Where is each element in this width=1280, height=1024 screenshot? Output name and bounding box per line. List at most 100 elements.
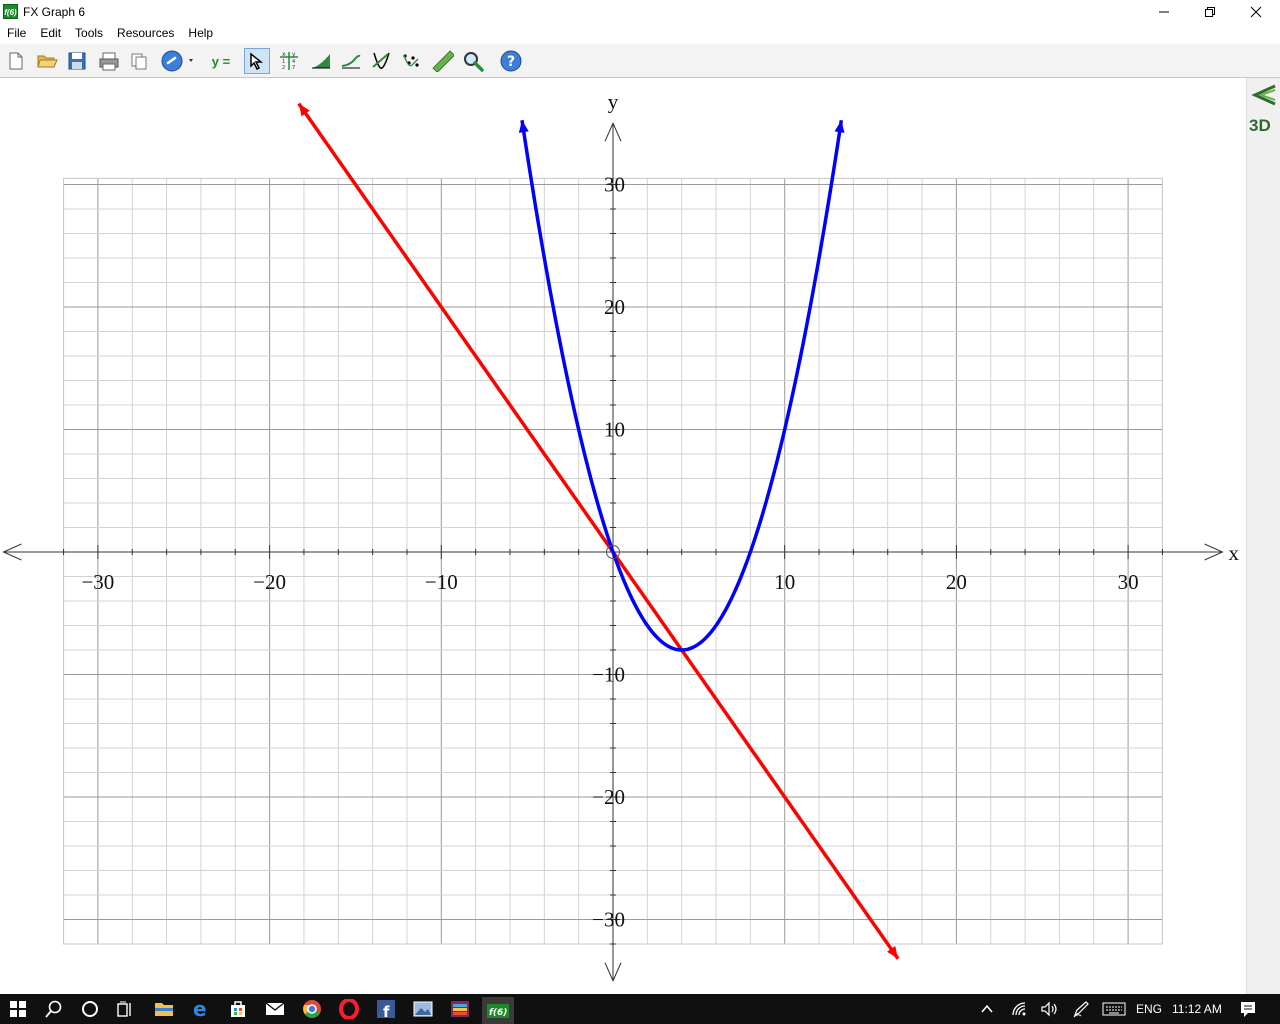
edge-button[interactable]: e — [189, 997, 213, 1021]
start-button[interactable] — [6, 997, 30, 1021]
equation-label: y = — [211, 53, 231, 69]
archive-app-button[interactable] — [448, 997, 472, 1021]
origin-marker — [606, 545, 620, 559]
new-file-button[interactable] — [3, 48, 29, 74]
search-button[interactable] — [42, 997, 66, 1021]
y-axis-label: y — [608, 89, 619, 113]
ruler-tool-button[interactable] — [430, 48, 456, 74]
pointer-tool-button[interactable] — [244, 48, 270, 74]
intersection-icon — [372, 52, 390, 69]
svg-text:e: e — [193, 999, 207, 1019]
new-file-icon — [9, 52, 23, 70]
menu-help[interactable]: Help — [188, 26, 214, 40]
red-line-series — [297, 102, 900, 960]
view-3d-button[interactable]: 3D — [1249, 116, 1271, 135]
link-icon — [161, 50, 193, 72]
blue-parabola-start-arrow — [518, 120, 529, 133]
chrome-button[interactable] — [300, 997, 324, 1021]
intersection-tool-button[interactable] — [368, 48, 394, 74]
wifi-button[interactable] — [1008, 997, 1032, 1021]
cortana-button[interactable] — [78, 997, 102, 1021]
mail-button[interactable] — [263, 997, 287, 1021]
title-bar: f(6) FX Graph 6 — [0, 0, 1280, 24]
windows-icon — [10, 1001, 26, 1017]
task-view-button[interactable] — [113, 997, 137, 1021]
edge-icon: e — [193, 999, 207, 1019]
link-dropdown-button[interactable] — [158, 48, 198, 74]
svg-text:f(6): f(6) — [489, 1008, 507, 1018]
file-explorer-button[interactable] — [152, 997, 176, 1021]
window-title: FX Graph 6 — [23, 5, 86, 19]
tangent-tool-button[interactable] — [338, 48, 364, 74]
pen-icon — [1073, 1001, 1089, 1018]
svg-text:1: 1 — [282, 59, 285, 65]
pen-button[interactable] — [1069, 997, 1093, 1021]
y-tick-label: −10 — [592, 663, 625, 687]
keyboard-button[interactable] — [1100, 997, 1128, 1021]
fx-graph-taskbar-button[interactable]: f(6) — [482, 997, 514, 1024]
equation-button[interactable]: y = — [206, 48, 236, 74]
volume-button[interactable] — [1038, 997, 1062, 1021]
help-icon: ? — [500, 50, 522, 72]
open-folder-icon — [37, 55, 58, 68]
menu-edit[interactable]: Edit — [40, 26, 62, 40]
print-button[interactable] — [96, 48, 122, 74]
save-icon — [68, 52, 86, 70]
copy-button[interactable] — [126, 48, 152, 74]
table-icon: x y 1 4 2 7 — [280, 51, 298, 71]
zoom-tool-button[interactable] — [460, 48, 486, 74]
clock[interactable]: 11:12 AM — [1172, 1002, 1222, 1016]
svg-text:y: y — [292, 51, 296, 58]
notifications-button[interactable] — [1236, 997, 1260, 1021]
blue-parabola-end-arrow — [834, 120, 845, 133]
save-button[interactable] — [64, 48, 90, 74]
minimize-button[interactable] — [1141, 0, 1187, 24]
store-icon — [231, 1001, 245, 1017]
app-icon: f(6) — [3, 4, 18, 19]
y-tick-label: 10 — [604, 418, 625, 442]
facebook-icon: f — [377, 1000, 395, 1018]
svg-text:f: f — [383, 1003, 390, 1018]
svg-text:7: 7 — [292, 65, 295, 71]
x-axis-label: x — [1229, 541, 1240, 565]
notification-icon — [1241, 1002, 1255, 1017]
menu-file[interactable]: File — [7, 26, 27, 40]
x-tick-label: 10 — [774, 570, 795, 594]
close-button[interactable] — [1233, 0, 1279, 24]
store-button[interactable] — [226, 997, 250, 1021]
area-tool-button[interactable] — [308, 48, 334, 74]
photos-button[interactable] — [411, 997, 435, 1021]
open-button[interactable] — [34, 48, 60, 74]
archive-icon — [451, 1001, 469, 1017]
chevron-up-icon — [981, 1004, 993, 1013]
language-indicator[interactable]: ENG — [1136, 1002, 1163, 1016]
opera-button[interactable] — [337, 997, 361, 1021]
graph-canvas[interactable]: −30 −20 −10 10 20 30 −30 −20 −10 10 20 30 x y — [0, 78, 1246, 994]
photos-icon — [413, 1001, 433, 1017]
search-icon — [45, 1000, 62, 1018]
chrome-icon — [303, 1000, 321, 1018]
cortana-icon — [82, 1001, 98, 1017]
menu-tools[interactable]: Tools — [75, 26, 104, 40]
graph-svg[interactable]: −30 −20 −10 10 20 30 −30 −20 −10 10 20 30 x y — [0, 78, 1246, 994]
x-tick-label: −20 — [253, 570, 286, 594]
svg-text:?: ? — [507, 54, 515, 70]
speaker-icon — [1041, 1001, 1057, 1017]
x-tick-label: 20 — [946, 570, 967, 594]
restore-icon — [1205, 7, 1215, 17]
grid — [63, 177, 1163, 945]
y-tick-label: 30 — [604, 173, 625, 197]
x-tick-label: −10 — [425, 570, 458, 594]
menu-resources[interactable]: Resources — [117, 26, 175, 40]
help-button[interactable]: ? — [498, 48, 524, 74]
pointer-icon — [250, 52, 264, 71]
points-tool-button[interactable] — [398, 48, 424, 74]
svg-text:x: x — [282, 51, 286, 58]
fx-graph-icon: f(6) — [487, 1003, 509, 1018]
collapse-chevron-icon[interactable] — [1251, 82, 1277, 108]
x-axis-right-arrow — [1204, 543, 1224, 561]
tray-overflow-button[interactable] — [975, 997, 999, 1021]
facebook-button[interactable]: f — [374, 997, 398, 1021]
restore-button[interactable] — [1187, 0, 1233, 24]
